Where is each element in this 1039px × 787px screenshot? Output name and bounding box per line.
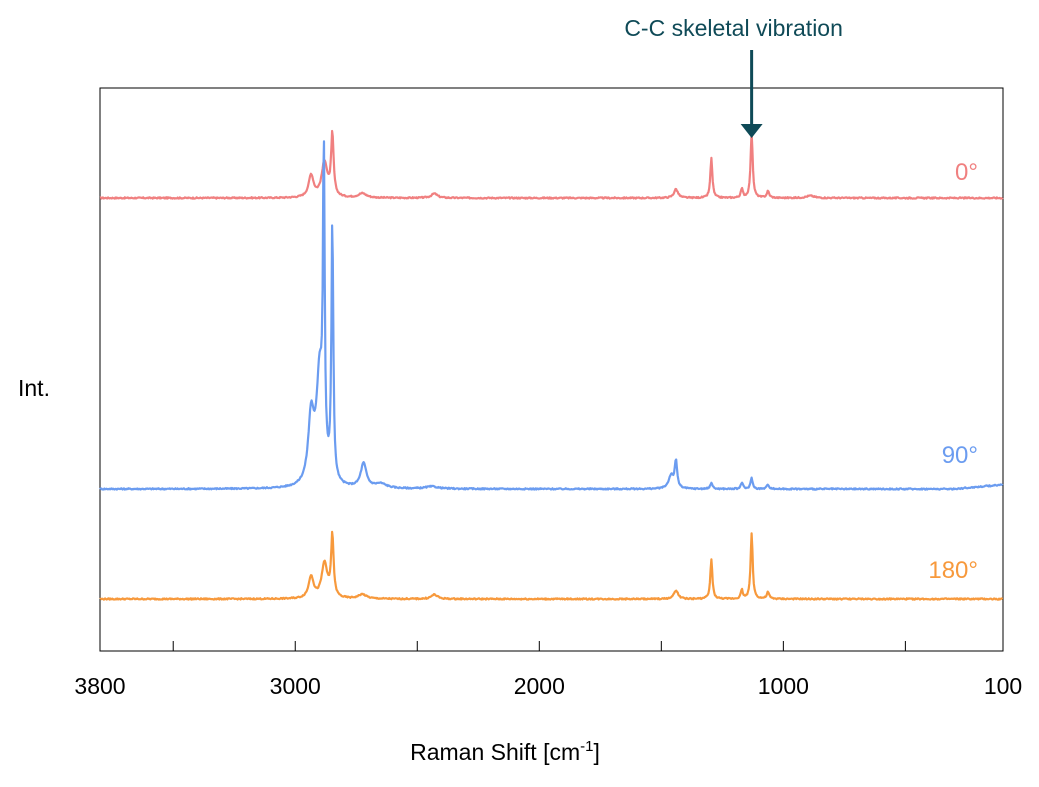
x-axis-title: Raman Shift [cm-1] bbox=[410, 738, 600, 765]
series-line-0 bbox=[99, 129, 1004, 200]
x-axis-title-end: ] bbox=[593, 739, 599, 765]
series-label-group: 0° 90° 180° bbox=[928, 159, 978, 584]
series-label-1: 90° bbox=[942, 442, 978, 469]
x-tick-label-3000: 3000 bbox=[270, 673, 321, 699]
plot-frame bbox=[99, 87, 1004, 652]
x-tick-label-3800: 3800 bbox=[74, 673, 125, 699]
series-group bbox=[99, 129, 1004, 601]
series-line-1 bbox=[99, 140, 1004, 491]
x-tick-label-1000: 1000 bbox=[758, 673, 809, 699]
x-axis-title-superscript: -1 bbox=[580, 738, 593, 755]
series-line-2 bbox=[99, 530, 1004, 601]
x-tick-label-100: 100 bbox=[984, 673, 1022, 699]
series-label-2: 180° bbox=[928, 557, 978, 584]
series-label-0: 0° bbox=[955, 159, 978, 186]
y-axis-title: Int. bbox=[18, 375, 50, 401]
x-axis-title-main: Raman Shift [cm bbox=[410, 739, 580, 765]
x-axis-tick-labels: 3800 3000 2000 1000 100 bbox=[74, 673, 1022, 699]
x-tick-label-2000: 2000 bbox=[514, 673, 565, 699]
annotation-arrow-head-0 bbox=[740, 124, 763, 138]
annotation-text-0: C-C skeletal vibration bbox=[624, 15, 843, 41]
annotation-group: C-C skeletal vibration bbox=[624, 15, 843, 138]
x-axis-ticks bbox=[172, 641, 906, 651]
